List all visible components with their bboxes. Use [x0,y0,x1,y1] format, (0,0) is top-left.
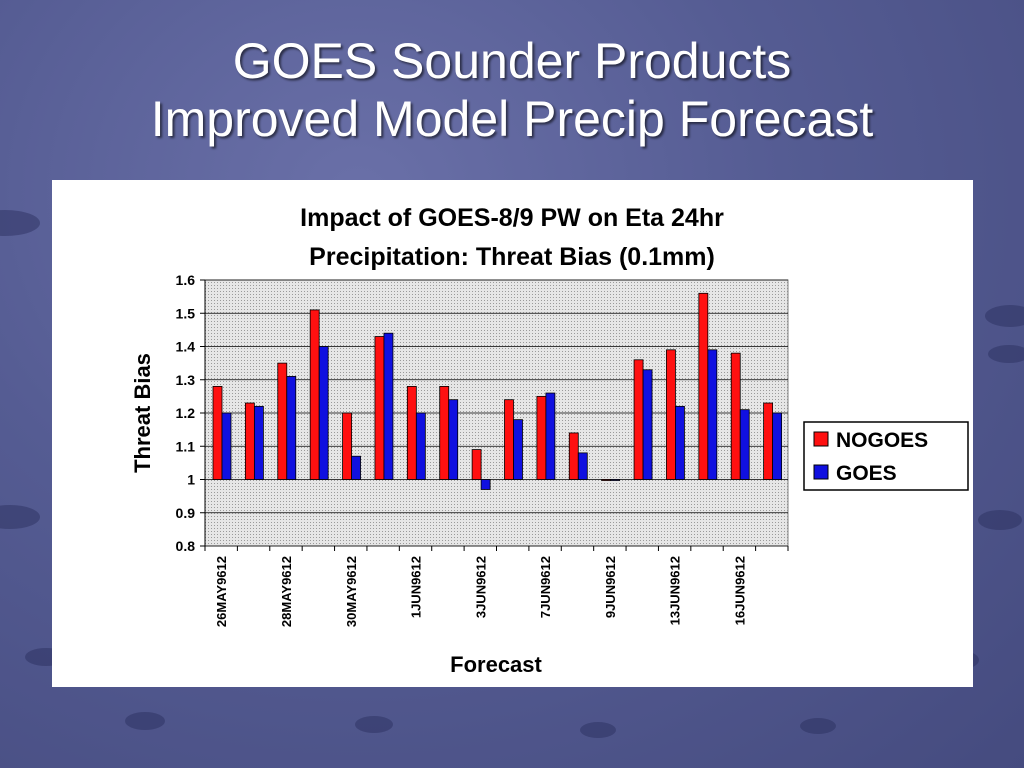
slide-title-line-2: Improved Model Precip Forecast [150,91,874,147]
bar-goes-27may9612 [253,405,264,480]
x-tick-label: 26MAY9612 [214,556,229,627]
bar-nogoes-17jun9612 [763,402,774,480]
y-tick-label: 0.9 [176,505,196,521]
legend-swatch-goes [813,464,829,480]
bar-series [212,292,783,490]
threat-bias-chart: Impact of GOES-8/9 PW on Eta 24hr Precip… [130,204,969,677]
x-axis-ticks: 26MAY9612 28MAY9612 30MAY9612 1JUN9612 3JUN9… [204,546,789,627]
chart-panel: Impact of GOES-8/9 PW on Eta 24hr Precip… [52,180,973,687]
x-tick-label: 16JUN9612 [732,556,747,625]
bar-goes-16jun9612 [739,409,750,480]
chart-title-line-1: Impact of GOES-8/9 PW on Eta 24hr [300,204,724,232]
bar-goes-14jun9612 [707,349,718,480]
legend-label-nogoes: NOGOES [836,429,928,452]
bar-nogoes-1jun9612 [406,385,417,480]
bar-nogoes-31may9612 [374,336,385,480]
bg-bubble [355,716,393,733]
x-tick-label: 3JUN9612 [473,556,488,618]
bg-bubble [800,718,836,734]
bar-goes-7jun9612 [545,392,556,480]
bg-bubble [988,345,1024,363]
bar-nogoes-26may9612 [212,385,223,480]
y-axis-label: Threat Bias [130,353,155,473]
x-tick-label: 9JUN9612 [603,556,618,618]
y-tick-label: 1.4 [176,339,196,355]
bar-nogoes-16jun9612 [730,352,741,480]
legend-swatch-nogoes [813,431,829,447]
y-tick-label: 1 [187,472,195,488]
bg-bubble [0,210,40,236]
bg-bubble [125,712,165,730]
bar-goes-12jun9612 [642,369,653,480]
x-axis-label: Forecast [450,652,542,677]
slide-title-line-1: GOES Sounder Products [232,33,792,89]
y-tick-label: 1.2 [176,405,196,421]
bar-nogoes-2jun9612 [439,385,450,480]
bg-bubble [580,722,616,738]
bar-goes-31may9612 [383,332,394,480]
bar-goes-17jun9612 [772,412,783,480]
bg-bubble [0,505,40,529]
bar-nogoes-30may9612 [342,412,352,480]
bar-goes-8jun9612 [577,452,588,480]
bar-goes-1jun9612 [415,412,426,480]
bar-goes-9jun9612 [610,479,621,481]
y-axis-ticks: 0.8 0.9 1 1.1 1.2 1.3 1.4 1.5 1.6 [176,272,205,554]
y-tick-label: 1.5 [176,305,196,321]
y-tick-label: 1.6 [176,272,196,288]
bar-nogoes-3jun9612 [471,449,482,480]
bar-nogoes-7jun9612 [536,395,547,480]
y-tick-label: 1.1 [176,438,196,454]
legend-label-goes: GOES [836,462,897,485]
slide-title: GOES Sounder Products Improved Model Pre… [0,32,1024,148]
y-tick-label: 0.8 [176,538,196,554]
bar-nogoes-12jun9612 [633,359,644,480]
bar-goes-28may9612 [286,376,297,480]
bar-nogoes-29may9612 [309,309,320,480]
legend: NOGOES GOES [803,421,969,491]
legend-box [803,421,969,491]
x-tick-label: 30MAY9612 [344,556,359,627]
bar-goes-3jun9612 [480,479,491,490]
grid-lines [205,279,788,547]
bar-nogoes-8jun9612 [568,432,579,480]
bar-goes-2jun9612 [448,399,459,480]
bar-nogoes-14jun9612 [698,292,709,480]
bar-nogoes-28may9612 [277,362,288,480]
x-tick-label: 13JUN9612 [668,556,683,625]
bg-bubble [985,305,1024,327]
bar-goes-29may9612 [318,346,329,480]
bar-nogoes-13jun9612 [666,349,676,480]
bar-goes-6jun9612 [513,419,523,480]
bar-goes-30may9612 [351,455,361,480]
x-tick-label: 28MAY9612 [279,556,294,627]
y-tick-label: 1.3 [176,372,196,388]
bar-nogoes-27may9612 [244,402,255,480]
bar-nogoes-6jun9612 [504,399,514,480]
x-tick-label: 1JUN9612 [409,556,424,618]
bg-bubble [978,510,1022,530]
x-tick-label: 7JUN9612 [538,556,553,618]
chart-title-line-2: Precipitation: Threat Bias (0.1mm) [309,243,715,271]
bar-goes-13jun9612 [675,405,685,480]
bar-goes-26may9612 [221,412,232,480]
bar-nogoes-9jun9612 [601,479,612,481]
